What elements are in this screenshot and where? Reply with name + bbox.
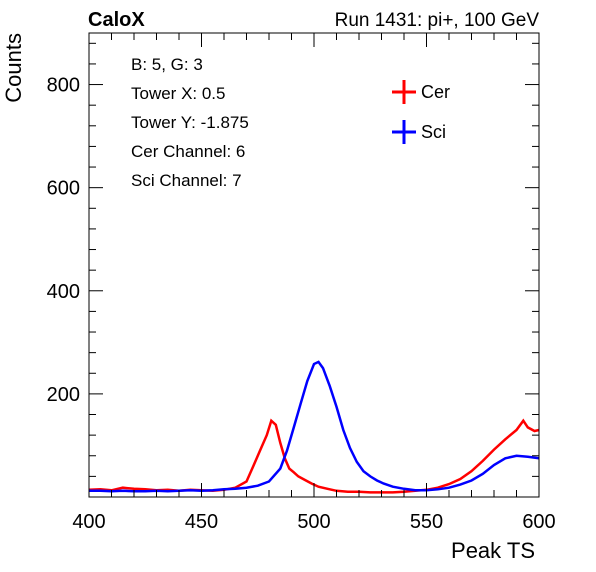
- info-line: Cer Channel: 6: [131, 142, 245, 161]
- x-tick-label: 450: [185, 511, 218, 533]
- info-box: B: 5, G: 3 Tower X: 0.5 Tower Y: -1.875 …: [131, 55, 249, 190]
- x-tick-label: 400: [72, 511, 105, 533]
- info-line: Tower X: 0.5: [131, 84, 226, 103]
- y-tick-label: 400: [47, 281, 80, 303]
- y-tick-label: 200: [47, 384, 80, 406]
- y-tick-label: 800: [47, 75, 80, 97]
- axis-layer: 400 450 500 550 600 200 400 600 800: [47, 32, 556, 533]
- info-line: Tower Y: -1.875: [131, 113, 249, 132]
- experiment-title: CaloX: [88, 9, 145, 31]
- legend-label-cer: Cer: [421, 82, 450, 102]
- info-line: B: 5, G: 3: [131, 55, 203, 74]
- x-axis-title: Peak TS: [451, 538, 535, 563]
- info-line: Sci Channel: 7: [131, 171, 242, 190]
- legend-label-sci: Sci: [421, 122, 446, 142]
- x-tick-label: 550: [410, 511, 443, 533]
- legend: Cer Sci: [392, 80, 450, 144]
- x-tick-label: 600: [522, 511, 555, 533]
- y-axis-title: Counts: [1, 33, 26, 103]
- series-line-sci: [89, 360, 540, 493]
- run-title: Run 1431: pi+, 100 GeV: [335, 10, 540, 31]
- y-tick-label: 600: [47, 178, 80, 200]
- series-layer: [88, 360, 540, 494]
- x-tick-label: 500: [297, 511, 330, 533]
